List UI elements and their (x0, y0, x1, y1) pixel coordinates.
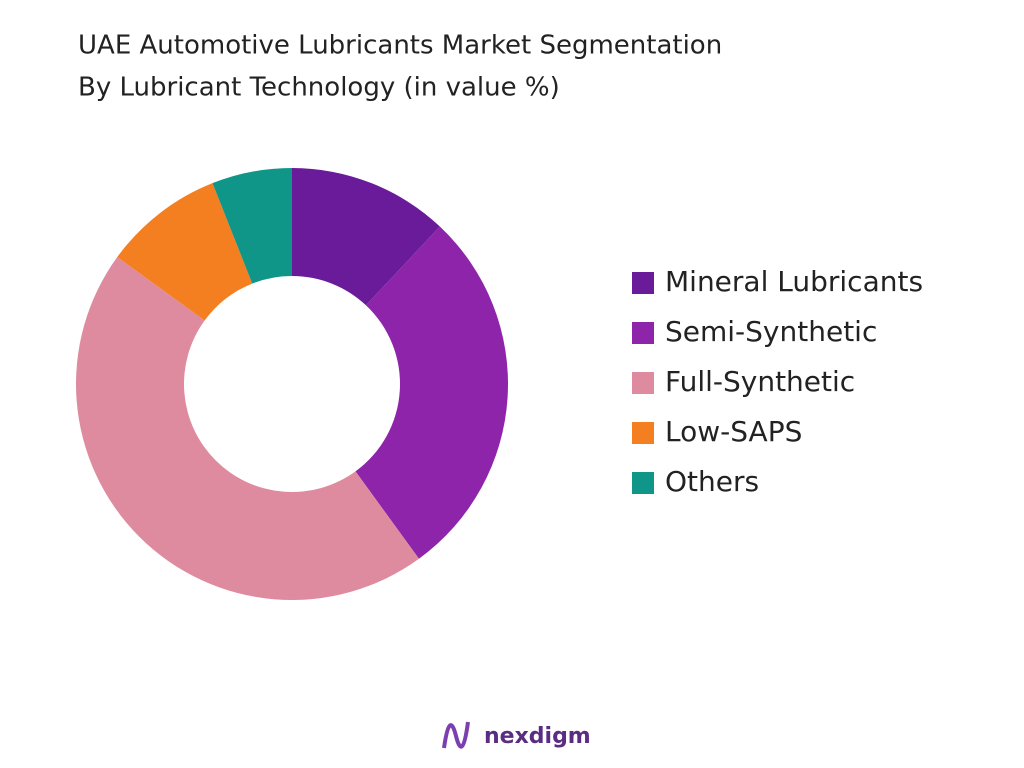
legend-label: Mineral Lubricants (665, 265, 923, 298)
brand: nexdigm (484, 724, 591, 749)
slice (212, 168, 292, 284)
chart-title: UAE Automotive Lubricants Market Segment… (78, 31, 722, 61)
legend-label: Semi-Synthetic (665, 315, 877, 348)
logo: nexdigm (442, 721, 591, 749)
legend-swatch (632, 272, 654, 294)
legend-swatch (632, 372, 654, 394)
legend-swatch (632, 322, 654, 344)
slice (76, 257, 419, 600)
slice (292, 168, 440, 306)
legend-swatch (632, 422, 654, 444)
legend-label: Low-SAPS (665, 415, 802, 448)
legend-swatch (632, 472, 654, 494)
slice (117, 183, 253, 321)
logo-mark (442, 721, 470, 749)
legend-label: Full-Synthetic (665, 365, 855, 398)
legend-label: Others (665, 465, 759, 498)
slice (355, 226, 508, 559)
chart-subtitle: By Lubricant Technology (in value %) (78, 73, 560, 103)
